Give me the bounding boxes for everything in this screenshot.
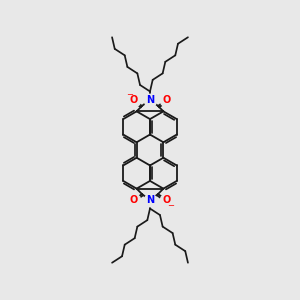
Text: O: O <box>162 95 170 105</box>
Text: N: N <box>146 95 154 105</box>
Text: O: O <box>162 195 170 205</box>
Text: O: O <box>130 95 138 105</box>
Text: O: O <box>130 195 138 205</box>
Text: N: N <box>146 195 154 205</box>
Text: −: − <box>167 201 174 210</box>
Text: −: − <box>126 90 133 99</box>
